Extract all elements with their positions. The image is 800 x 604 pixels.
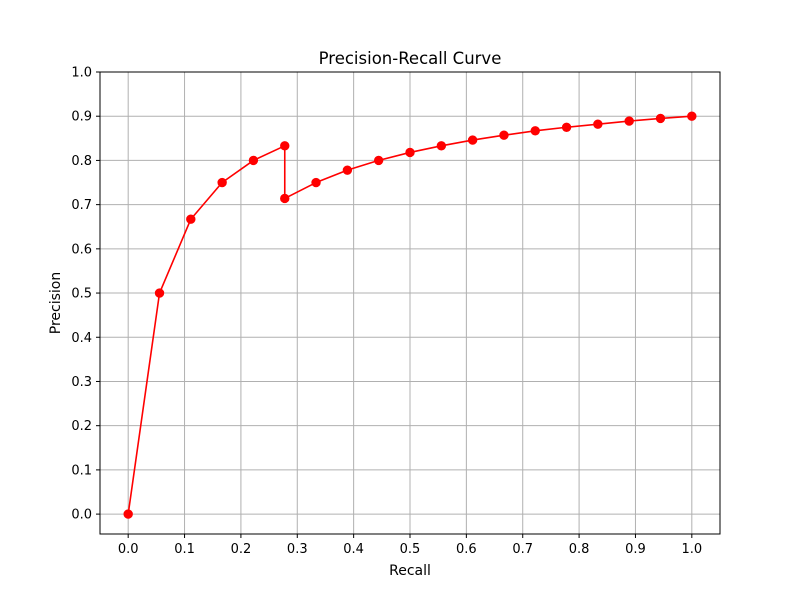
data-point: [561, 122, 572, 132]
data-point: [123, 509, 133, 519]
y-tick-label: 0.4: [71, 331, 92, 346]
x-tick-label: 1.0: [681, 542, 702, 557]
data-point: [436, 141, 447, 151]
x-tick-label: 0.3: [287, 542, 308, 557]
tick-layer: 0.0 0.1 0.2 0.3 0.4 0.5 0.6 0.7 0.8 0.9 1.0 0.0 0.1 0…: [71, 66, 702, 558]
series-layer: [123, 111, 697, 519]
data-point: [342, 165, 353, 175]
y-tick-label: 0.9: [71, 110, 92, 125]
data-point: [593, 119, 603, 129]
x-tick-label: 0.4: [343, 542, 364, 557]
y-tick-label: 0.8: [71, 154, 92, 169]
x-tick-label: 0.7: [512, 542, 533, 557]
x-tick-label: 0.0: [118, 542, 139, 557]
data-point: [687, 111, 697, 121]
data-point: [217, 177, 227, 188]
data-point: [624, 116, 634, 126]
data-point: [467, 135, 478, 145]
y-tick-label: 0.6: [71, 242, 92, 257]
x-tick-label: 0.5: [400, 542, 421, 557]
data-point: [405, 147, 415, 158]
y-tick-label: 0.5: [71, 287, 92, 302]
data-point: [373, 155, 384, 166]
y-tick-label: 1.0: [71, 66, 92, 81]
chart-title: Precision-Recall Curve: [319, 49, 502, 68]
x-tick-label: 0.2: [231, 542, 252, 557]
data-point: [499, 130, 509, 140]
y-axis-label: Precision: [48, 272, 64, 334]
series-line: [127, 115, 692, 515]
y-tick-label: 0.0: [71, 508, 92, 523]
x-axis-label: Recall: [389, 563, 431, 579]
y-tick-label: 0.2: [71, 419, 92, 434]
data-point: [655, 113, 666, 124]
data-point: [154, 288, 165, 298]
y-tick-label: 0.1: [71, 463, 92, 478]
data-point: [248, 155, 259, 166]
data-point: [186, 214, 196, 224]
x-tick-label: 0.1: [174, 542, 195, 557]
data-point: [280, 193, 290, 204]
y-tick-label: 0.3: [71, 375, 92, 390]
x-tick-label: 0.6: [456, 542, 477, 557]
x-tick-label: 0.9: [625, 542, 646, 557]
data-point: [311, 177, 321, 188]
data-point: [280, 141, 290, 151]
y-tick-label: 0.7: [71, 198, 92, 213]
x-tick-label: 0.8: [569, 542, 590, 557]
data-point: [530, 126, 540, 136]
